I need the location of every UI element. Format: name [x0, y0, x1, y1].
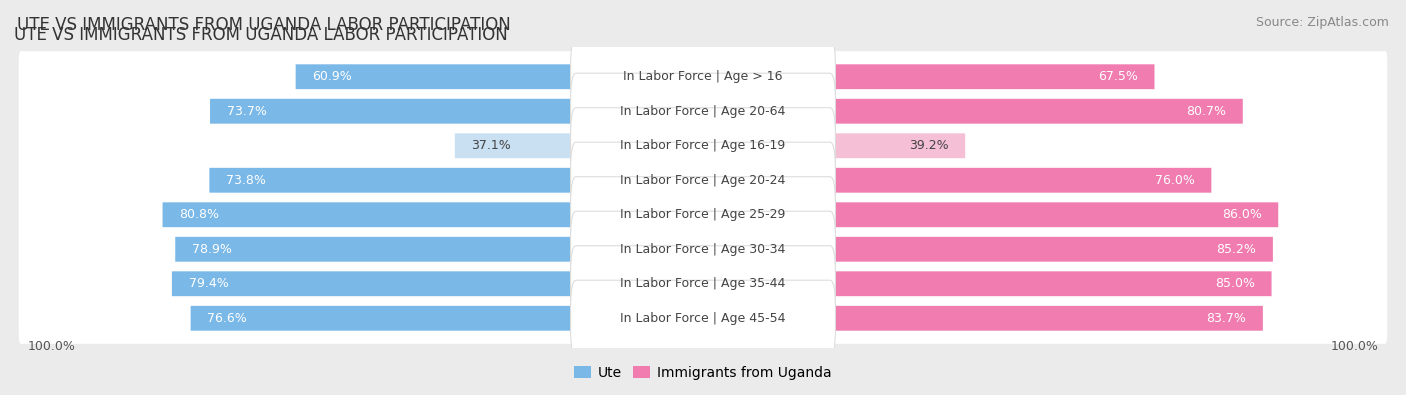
FancyBboxPatch shape	[703, 64, 1154, 89]
Text: In Labor Force | Age 45-54: In Labor Force | Age 45-54	[620, 312, 786, 325]
FancyBboxPatch shape	[18, 224, 1388, 275]
FancyBboxPatch shape	[571, 246, 835, 322]
Text: 80.7%: 80.7%	[1187, 105, 1226, 118]
FancyBboxPatch shape	[209, 168, 703, 193]
Text: 83.7%: 83.7%	[1206, 312, 1246, 325]
FancyBboxPatch shape	[703, 99, 1243, 124]
FancyBboxPatch shape	[571, 73, 835, 149]
FancyBboxPatch shape	[571, 39, 835, 115]
FancyBboxPatch shape	[295, 64, 703, 89]
Text: 76.0%: 76.0%	[1154, 174, 1195, 187]
Text: UTE VS IMMIGRANTS FROM UGANDA LABOR PARTICIPATION: UTE VS IMMIGRANTS FROM UGANDA LABOR PART…	[17, 16, 510, 34]
FancyBboxPatch shape	[18, 258, 1388, 309]
FancyBboxPatch shape	[456, 134, 703, 158]
FancyBboxPatch shape	[571, 280, 835, 356]
Text: 39.2%: 39.2%	[908, 139, 949, 152]
FancyBboxPatch shape	[172, 271, 703, 296]
FancyBboxPatch shape	[703, 271, 1271, 296]
Text: 85.0%: 85.0%	[1215, 277, 1254, 290]
Text: 100.0%: 100.0%	[1330, 340, 1378, 353]
FancyBboxPatch shape	[571, 211, 835, 287]
FancyBboxPatch shape	[703, 237, 1272, 261]
FancyBboxPatch shape	[163, 202, 703, 227]
Text: In Labor Force | Age 30-34: In Labor Force | Age 30-34	[620, 243, 786, 256]
FancyBboxPatch shape	[18, 51, 1388, 102]
FancyBboxPatch shape	[176, 237, 703, 261]
FancyBboxPatch shape	[703, 168, 1212, 193]
Text: In Labor Force | Age 35-44: In Labor Force | Age 35-44	[620, 277, 786, 290]
Text: In Labor Force | Age > 16: In Labor Force | Age > 16	[623, 70, 783, 83]
Text: In Labor Force | Age 16-19: In Labor Force | Age 16-19	[620, 139, 786, 152]
Text: 100.0%: 100.0%	[28, 340, 76, 353]
FancyBboxPatch shape	[18, 86, 1388, 137]
FancyBboxPatch shape	[703, 306, 1263, 331]
Text: 76.6%: 76.6%	[207, 312, 247, 325]
Text: 85.2%: 85.2%	[1216, 243, 1256, 256]
FancyBboxPatch shape	[571, 108, 835, 184]
FancyBboxPatch shape	[703, 202, 1278, 227]
Text: 80.8%: 80.8%	[180, 208, 219, 221]
Text: Source: ZipAtlas.com: Source: ZipAtlas.com	[1256, 16, 1389, 29]
FancyBboxPatch shape	[18, 189, 1388, 240]
Text: 78.9%: 78.9%	[193, 243, 232, 256]
FancyBboxPatch shape	[191, 306, 703, 331]
Text: In Labor Force | Age 20-64: In Labor Force | Age 20-64	[620, 105, 786, 118]
FancyBboxPatch shape	[18, 155, 1388, 206]
FancyBboxPatch shape	[18, 293, 1388, 344]
FancyBboxPatch shape	[571, 177, 835, 253]
Text: UTE VS IMMIGRANTS FROM UGANDA LABOR PARTICIPATION: UTE VS IMMIGRANTS FROM UGANDA LABOR PART…	[14, 26, 508, 44]
FancyBboxPatch shape	[571, 142, 835, 218]
Text: 86.0%: 86.0%	[1222, 208, 1261, 221]
Text: 73.8%: 73.8%	[226, 174, 266, 187]
Legend: Ute, Immigrants from Uganda: Ute, Immigrants from Uganda	[575, 366, 831, 380]
Text: 73.7%: 73.7%	[226, 105, 267, 118]
Text: 67.5%: 67.5%	[1098, 70, 1137, 83]
Text: In Labor Force | Age 25-29: In Labor Force | Age 25-29	[620, 208, 786, 221]
Text: In Labor Force | Age 20-24: In Labor Force | Age 20-24	[620, 174, 786, 187]
FancyBboxPatch shape	[703, 134, 965, 158]
Text: 60.9%: 60.9%	[312, 70, 352, 83]
FancyBboxPatch shape	[209, 99, 703, 124]
Text: 79.4%: 79.4%	[188, 277, 228, 290]
Text: 37.1%: 37.1%	[471, 139, 512, 152]
FancyBboxPatch shape	[18, 120, 1388, 171]
